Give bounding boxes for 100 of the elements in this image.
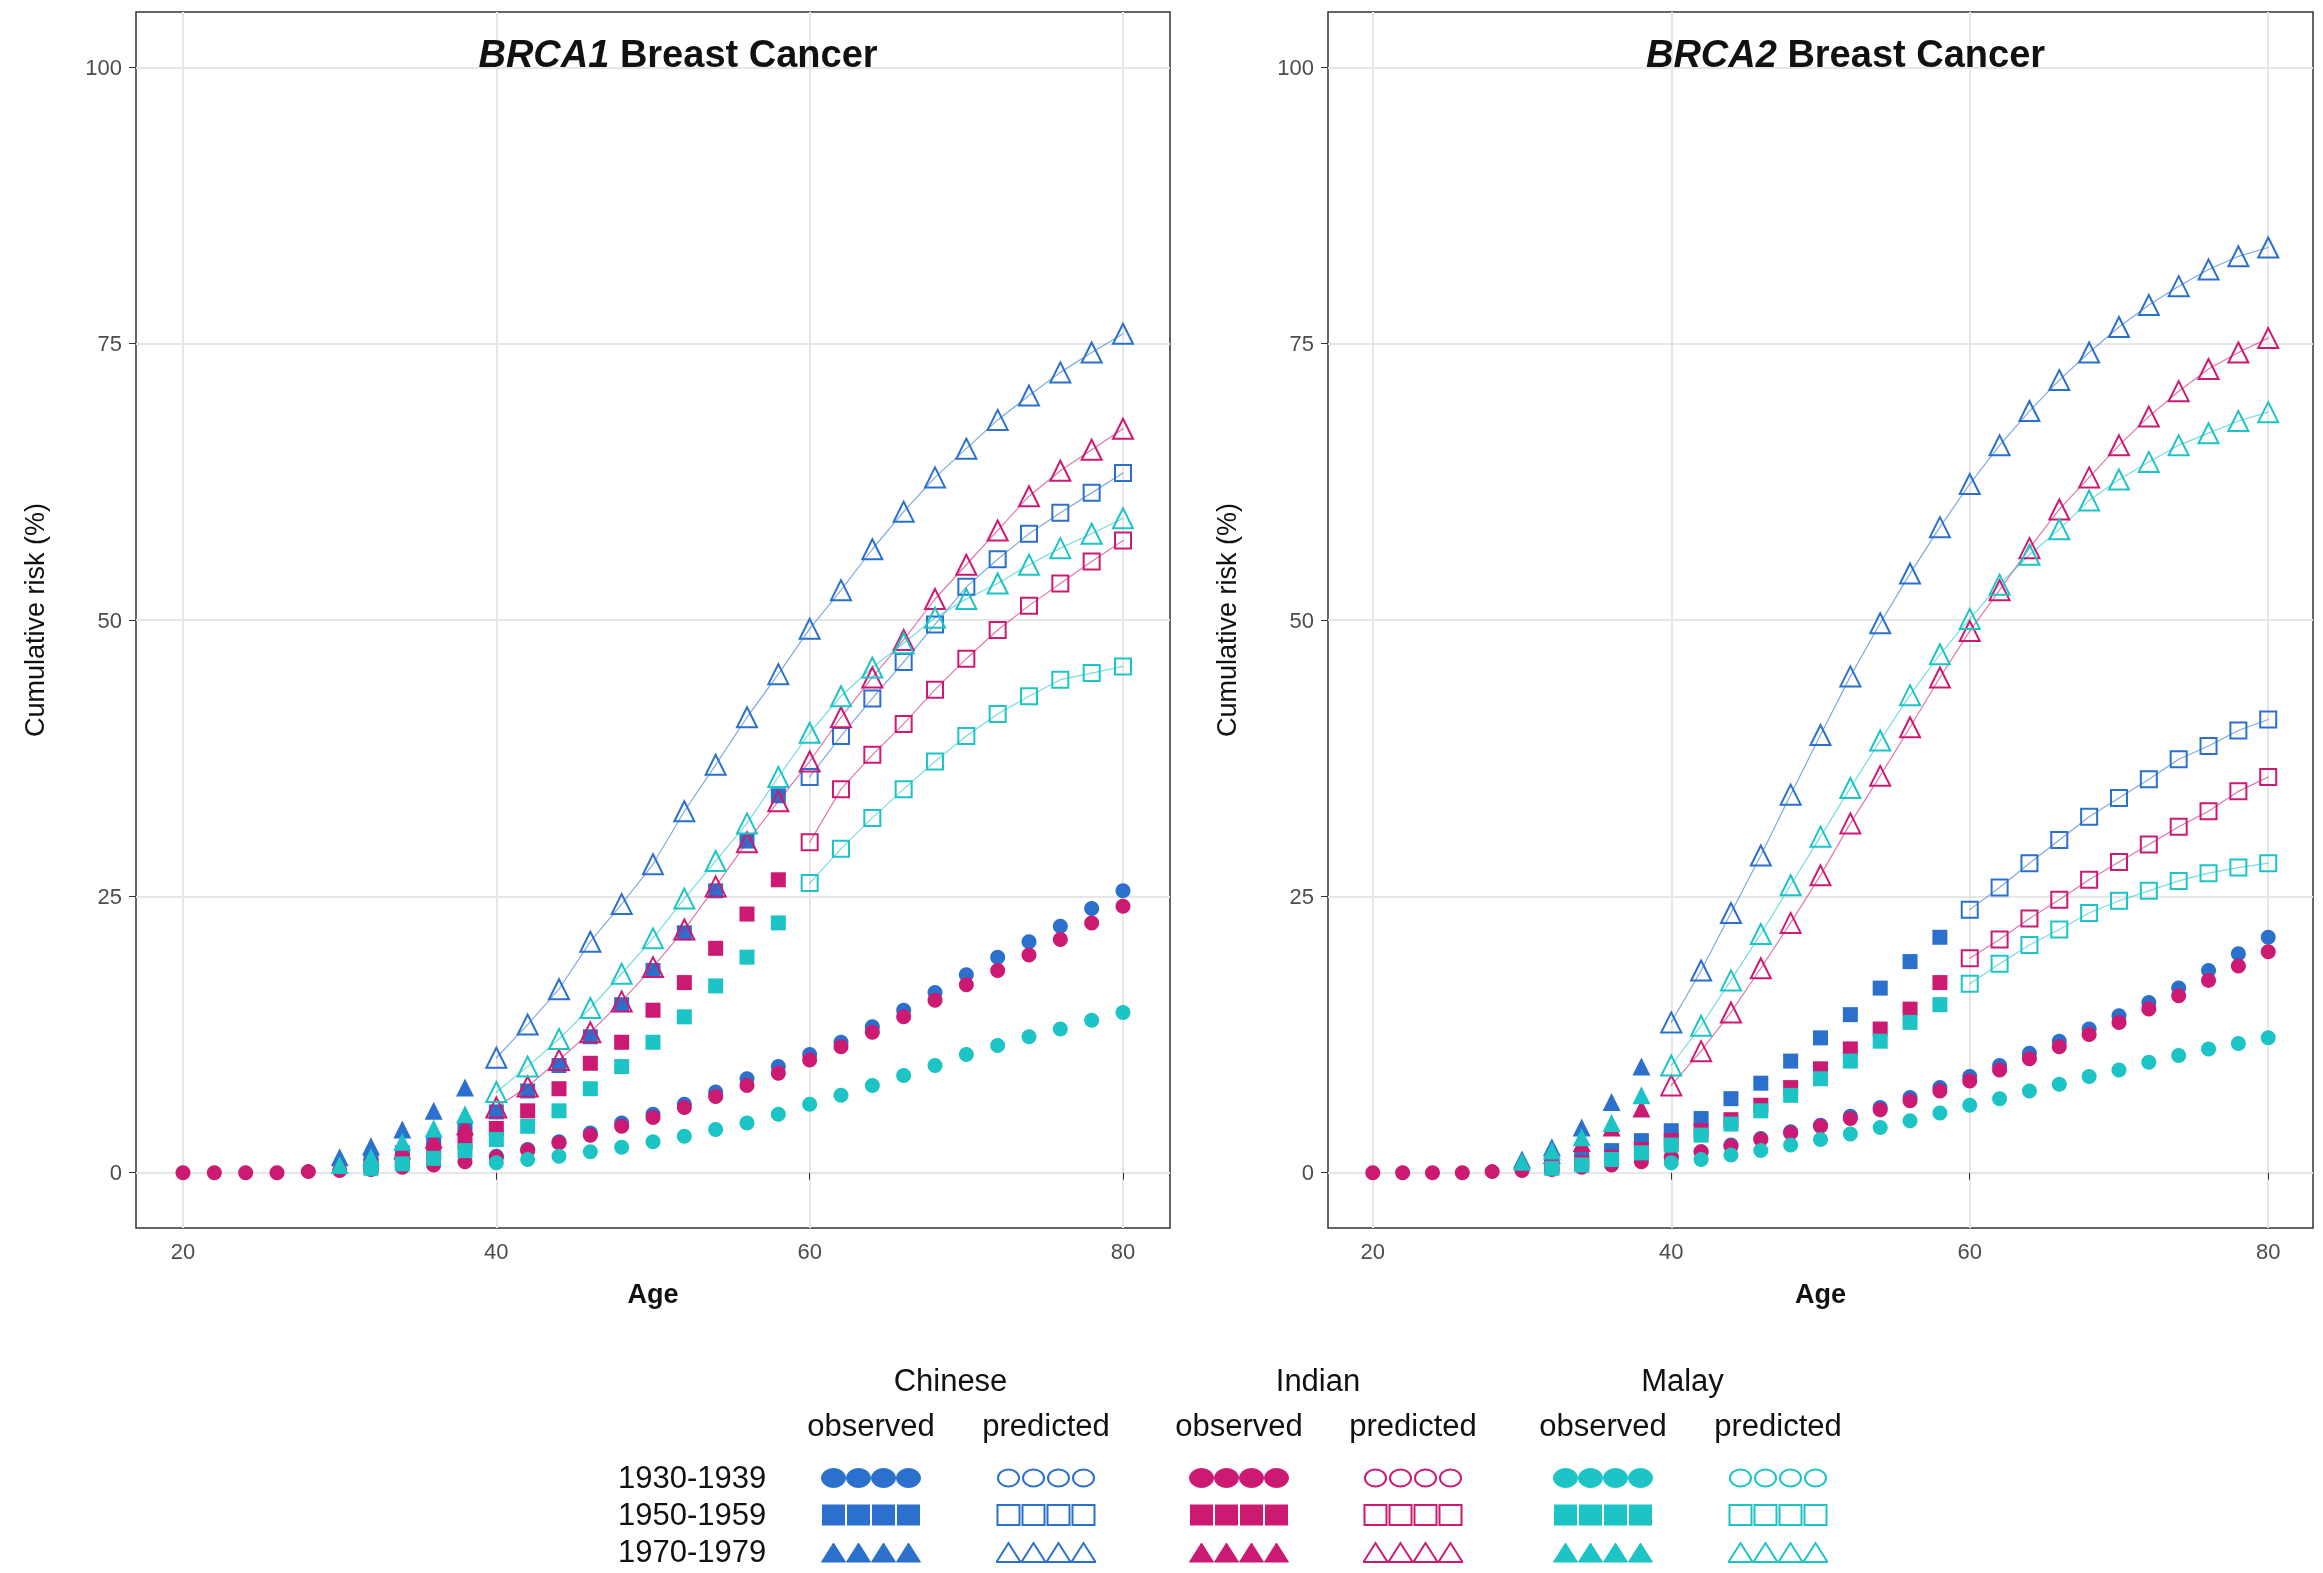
point: [642, 956, 664, 979]
point: [988, 704, 1007, 723]
point: [1809, 864, 1832, 887]
point: [736, 706, 758, 729]
point: [610, 962, 633, 985]
point: [1813, 1030, 1828, 1046]
point: [1051, 670, 1070, 689]
point: [1928, 643, 1951, 666]
y-tick-label: 0: [1301, 1160, 1314, 1186]
point: [861, 656, 884, 679]
text: Indian: [1275, 1363, 1361, 1399]
text: predicted: [1349, 1408, 1477, 1444]
point: [614, 1139, 630, 1155]
point: [986, 572, 1009, 595]
point: [1872, 1119, 1888, 1135]
point: [2051, 1076, 2067, 1092]
x-axis-title: Age: [627, 1278, 679, 1309]
point: [614, 1034, 630, 1050]
point: [833, 1039, 849, 1055]
point: [2048, 518, 2071, 541]
point: [2021, 1051, 2037, 1067]
point: [1958, 620, 1981, 643]
point: [2048, 498, 2071, 521]
point: [457, 1143, 473, 1159]
point: [330, 1155, 349, 1174]
point: [1809, 825, 1832, 848]
point: [1899, 684, 1922, 707]
point: [2169, 817, 2188, 836]
point: [1872, 1033, 1888, 1049]
point: [1690, 959, 1713, 982]
point: [1115, 883, 1131, 899]
point: [1082, 483, 1101, 502]
point: [2107, 434, 2130, 457]
point: [2260, 1030, 2276, 1046]
point: [1021, 947, 1037, 963]
point: [2227, 410, 2250, 433]
point: [1992, 1062, 2008, 1078]
point: [2169, 750, 2188, 769]
point: [1899, 716, 1922, 739]
text: 1950-1959: [618, 1497, 767, 1533]
point: [704, 753, 727, 776]
point: [1992, 1091, 2008, 1107]
point: [708, 940, 724, 956]
point: [830, 579, 852, 602]
point: [1052, 931, 1068, 947]
point: [2257, 236, 2280, 259]
point: [2111, 1062, 2127, 1078]
point: [2171, 1048, 2187, 1064]
point: [1902, 1113, 1918, 1129]
point: [1395, 1165, 1411, 1181]
point: [1990, 878, 2009, 897]
point: [2018, 400, 2041, 423]
point: [1690, 1014, 1713, 1037]
point: [1990, 954, 2009, 973]
x-tick-label: 60: [1957, 1238, 1982, 1264]
point: [2257, 327, 2280, 350]
point: [894, 780, 913, 799]
y-tick-label: 100: [85, 54, 122, 80]
point: [579, 1021, 602, 1044]
point: [1962, 1097, 1978, 1113]
point: [424, 1119, 443, 1138]
point: [1988, 573, 2011, 596]
point: [2080, 807, 2099, 826]
point: [708, 1088, 724, 1104]
point: [767, 663, 790, 686]
point: [1869, 612, 1892, 635]
point: [1723, 1116, 1739, 1132]
point: [1080, 522, 1103, 545]
point: [516, 1075, 539, 1098]
point: [1572, 1128, 1591, 1147]
point: [2197, 358, 2220, 381]
point: [958, 977, 974, 993]
point: [2257, 401, 2280, 424]
point: [894, 714, 913, 733]
point: [1723, 1147, 1739, 1163]
text: BRCA2 Breast Cancer: [1645, 33, 2046, 75]
point: [1049, 459, 1072, 482]
point: [2260, 929, 2276, 945]
point: [676, 975, 692, 991]
point: [2107, 468, 2130, 491]
x-axis-title: Age: [1794, 1278, 1847, 1309]
point: [426, 1150, 442, 1166]
point: [833, 1087, 849, 1103]
point: [957, 727, 976, 746]
point: [2259, 767, 2278, 786]
point: [704, 875, 727, 898]
point: [424, 1101, 443, 1120]
point: [1112, 417, 1134, 440]
text: Chinese: [893, 1363, 1008, 1399]
text: Malay: [1641, 1363, 1724, 1399]
point: [520, 1118, 536, 1134]
point: [2169, 871, 2188, 890]
x-tick-label: 60: [797, 1238, 822, 1264]
point: [2167, 434, 2190, 457]
point: [2171, 988, 2187, 1004]
point: [770, 1106, 786, 1122]
point: [1020, 687, 1038, 706]
point: [2229, 721, 2248, 740]
point: [770, 915, 786, 931]
point: [1082, 664, 1101, 683]
